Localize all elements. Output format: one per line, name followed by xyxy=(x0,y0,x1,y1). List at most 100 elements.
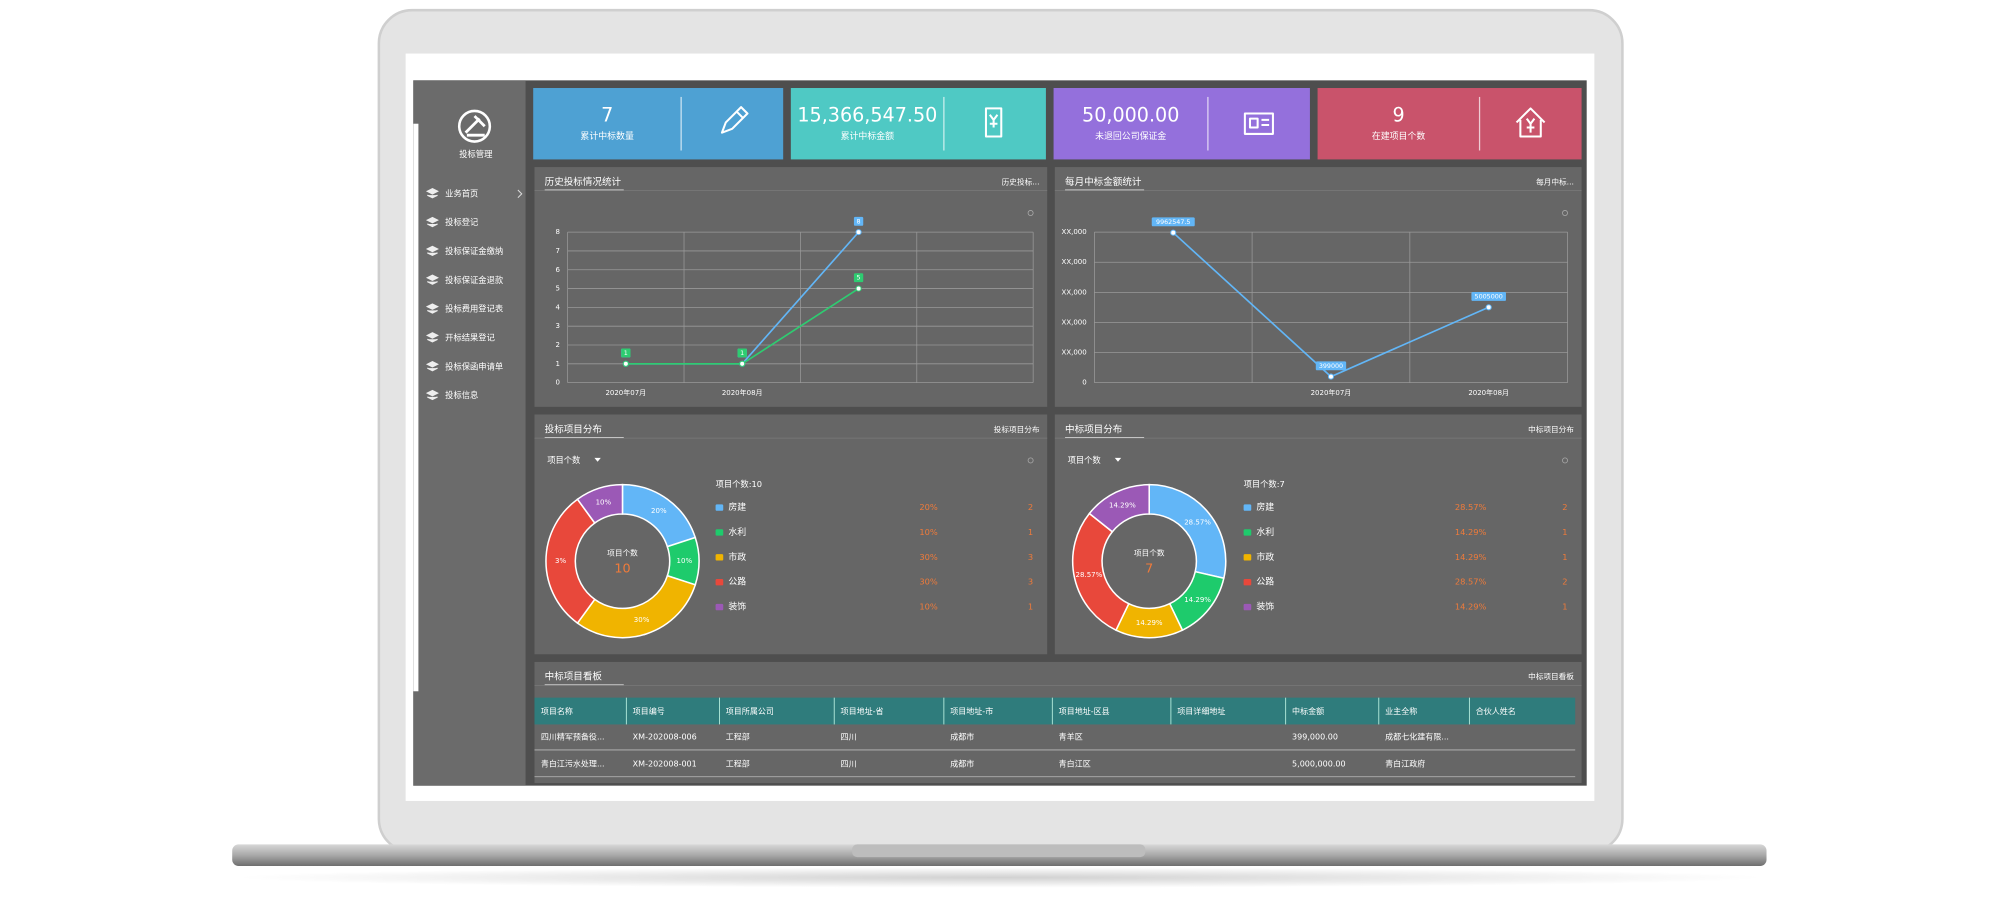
legend-percent: 28.57% xyxy=(1455,502,1487,512)
column-header: 项目地址-市 xyxy=(950,706,993,716)
panel-title: 中标项目看板 xyxy=(545,671,603,683)
legend-swatch xyxy=(715,529,724,536)
stat-card xyxy=(1317,88,1582,160)
card-icon xyxy=(984,107,1003,138)
legend-count: 2 xyxy=(1562,502,1567,512)
legend-title: 项目个数:7 xyxy=(1244,479,1285,489)
legend-percent: 14.29% xyxy=(1455,552,1487,562)
legend-swatch xyxy=(715,504,724,511)
menu-item[interactable]: 投标保证金缴纳 xyxy=(445,246,503,256)
dropdown-caret xyxy=(594,457,601,462)
menu-item[interactable]: 投标登记 xyxy=(445,217,478,227)
y-tick-label: XX,000 xyxy=(1062,227,1087,236)
legend-count: 3 xyxy=(1028,577,1033,587)
label-bg xyxy=(621,348,631,358)
point xyxy=(1327,373,1335,380)
legend-swatch xyxy=(715,579,724,586)
slice-label: 14.29% xyxy=(1184,595,1211,604)
card-icon xyxy=(1243,112,1274,135)
legend-percent: 14.29% xyxy=(1455,527,1487,537)
x-tick-label: 2020年08月 xyxy=(1468,388,1509,397)
panel-title: 中标项目分布 xyxy=(1065,423,1122,435)
legend-swatch xyxy=(1243,504,1252,511)
column-header: 项目地址-区县 xyxy=(1059,706,1110,716)
card-label: 在建项目个数 xyxy=(1372,130,1426,142)
column-header: 项目名称 xyxy=(541,706,573,716)
point xyxy=(1485,304,1492,311)
panel-title: 投标项目分布 xyxy=(545,423,602,435)
legend-name: 装饰 xyxy=(728,601,746,613)
legend-percent: 30% xyxy=(919,552,938,562)
panel xyxy=(534,167,1048,407)
data-label: 8 xyxy=(857,217,861,225)
y-tick-label: 0 xyxy=(556,378,560,387)
point xyxy=(855,285,862,292)
column-header: 项目地址-省 xyxy=(841,706,884,716)
legend-count: 1 xyxy=(1562,602,1567,612)
menu-item[interactable]: 投标信息 xyxy=(445,390,478,400)
slice-label: 3% xyxy=(555,556,566,565)
menu-item[interactable]: 投标保函申请单 xyxy=(445,361,503,371)
column-header: 项目所属公司 xyxy=(726,706,774,716)
legend-swatch xyxy=(1243,529,1252,536)
center-value: 7 xyxy=(1145,561,1153,576)
label-bg xyxy=(853,216,864,226)
column-header: 中标金额 xyxy=(1292,706,1324,716)
dropdown[interactable]: 项目个数 xyxy=(547,455,581,465)
legend-count: 2 xyxy=(1028,502,1033,512)
label-bg xyxy=(1315,361,1347,371)
panel-link[interactable]: 中标项目分布 xyxy=(1528,424,1574,434)
menu-item[interactable]: 开标结果登记 xyxy=(445,332,495,342)
legend-swatch xyxy=(715,603,724,611)
y-tick-label: 3 xyxy=(556,321,560,330)
legend-title: 项目个数:10 xyxy=(716,479,762,489)
data-label: 1 xyxy=(624,349,628,357)
y-tick-label: XX,000 xyxy=(1062,257,1087,266)
info-icon xyxy=(1562,210,1568,216)
x-tick-label: 2020年07月 xyxy=(605,388,646,397)
panel-title: 历史投标情况统计 xyxy=(545,176,622,188)
x-tick-label: 2020年07月 xyxy=(1311,388,1352,397)
table-cell: 四川 xyxy=(841,733,857,742)
menu-item[interactable]: 业务首页 xyxy=(445,188,478,198)
legend-percent: 10% xyxy=(919,602,938,612)
menu-icon xyxy=(425,389,439,401)
stat-card xyxy=(790,88,1046,160)
point xyxy=(622,360,629,367)
slice-label: 20% xyxy=(651,506,667,515)
logo-hammer xyxy=(464,115,486,137)
shadow xyxy=(234,867,1766,888)
legend-swatch xyxy=(1243,554,1252,561)
menu-item[interactable]: 投标费用登记表 xyxy=(445,304,503,314)
legend-name: 市政 xyxy=(728,551,746,563)
stat-card xyxy=(533,88,784,160)
legend-count: 3 xyxy=(1028,552,1033,562)
logo xyxy=(457,109,492,143)
menu-icon xyxy=(425,188,439,199)
card-label: 累计中标数量 xyxy=(580,130,634,142)
menu-arrow xyxy=(517,189,523,199)
column-header: 项目编号 xyxy=(633,706,665,716)
sidebar xyxy=(413,80,526,786)
slice-label: 28.57% xyxy=(1184,518,1211,527)
panel-link[interactable]: 每月中标... xyxy=(1536,176,1574,186)
menu-icon xyxy=(425,332,439,343)
menu-icon xyxy=(425,360,439,372)
legend-swatch xyxy=(715,554,724,561)
legend-name: 房建 xyxy=(728,501,746,513)
point xyxy=(739,360,746,367)
dropdown[interactable]: 项目个数 xyxy=(1068,455,1102,465)
panel-link[interactable]: 投标项目分布 xyxy=(994,424,1040,434)
table-cell: XM-202008-006 xyxy=(633,733,697,742)
card-value: 50,000.00 xyxy=(1082,104,1179,127)
y-tick-label: 8 xyxy=(556,227,560,236)
panel-link[interactable]: 历史投标... xyxy=(1002,176,1040,186)
panel-link[interactable]: 中标项目看板 xyxy=(1528,671,1574,681)
legend-count: 1 xyxy=(1028,602,1033,612)
table-cell: 四川 xyxy=(841,759,857,768)
menu-item[interactable]: 投标保证金退款 xyxy=(445,275,504,285)
menu-icon xyxy=(425,216,439,228)
y-tick-label: 5 xyxy=(556,284,560,293)
legend-percent: 28.57% xyxy=(1455,577,1487,587)
y-tick-label: 7 xyxy=(556,246,560,255)
